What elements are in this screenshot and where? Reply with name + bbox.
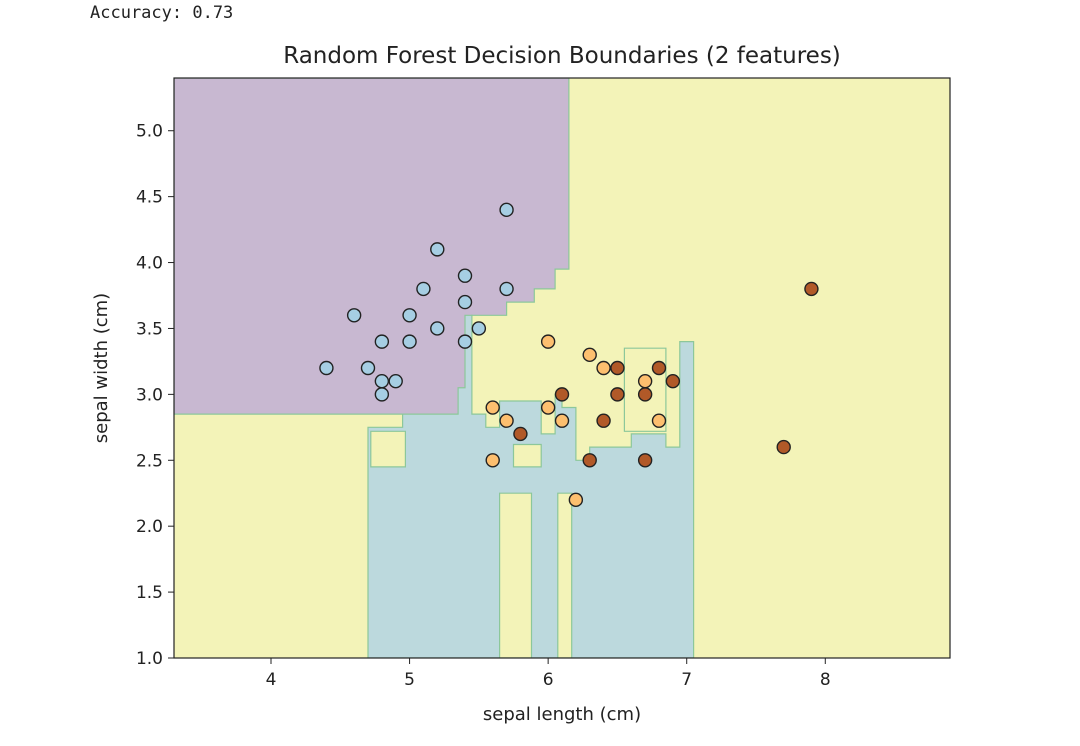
y-tick-label: 2.5	[136, 451, 163, 471]
data-point-class-2	[637, 387, 653, 402]
x-tick-label: 8	[820, 670, 831, 690]
data-point-class-0	[430, 242, 445, 257]
region-class-2-2	[499, 492, 533, 658]
data-point-class-0	[499, 202, 514, 218]
data-point-class-0	[402, 334, 417, 349]
x-tick-label: 4	[266, 670, 277, 690]
data-point-class-1	[637, 373, 653, 389]
plot-frame	[173, 77, 951, 659]
data-point-class-0	[457, 294, 473, 310]
data-point-class-1	[651, 413, 667, 428]
data-point-class-1	[540, 400, 556, 415]
data-point-class-2	[610, 387, 625, 402]
accuracy-output: Accuracy: 0.73	[90, 3, 234, 23]
data-point-class-2	[582, 453, 597, 468]
region-class-2-1	[370, 430, 406, 468]
y-tick-label: 3.5	[136, 319, 163, 339]
x-tick-label: 5	[404, 670, 415, 690]
data-point-class-2	[651, 360, 667, 376]
data-point-class-1	[485, 400, 500, 415]
data-point-class-0	[388, 373, 403, 389]
data-point-class-1	[596, 360, 611, 376]
data-point-class-0	[319, 360, 334, 376]
region-class-2-4	[512, 443, 542, 468]
y-tick-label: 3.0	[136, 385, 163, 405]
data-point-class-0	[499, 281, 514, 297]
x-tick-label: 6	[543, 670, 554, 690]
data-point-class-2	[513, 426, 528, 442]
data-point-class-2	[804, 281, 819, 297]
data-point-class-2	[665, 373, 681, 389]
data-point-class-1	[554, 413, 570, 428]
x-tick-label: 7	[681, 670, 692, 690]
chart-title: Random Forest Decision Boundaries (2 fea…	[283, 43, 841, 69]
y-axis-label: sepal width (cm)	[91, 293, 112, 443]
y-tick-label: 4.0	[136, 254, 163, 274]
data-point-class-2	[776, 439, 791, 455]
y-tick-label: 1.5	[136, 583, 163, 603]
data-point-class-0	[430, 321, 445, 336]
data-point-class-0	[416, 281, 431, 297]
data-point-class-1	[568, 492, 584, 508]
y-tick-label: 4.5	[136, 188, 163, 208]
data-point-class-1	[582, 347, 597, 363]
region-class-1-0	[367, 314, 695, 658]
x-axis-label: sepal length (cm)	[483, 704, 641, 725]
data-point-class-0	[346, 308, 362, 323]
data-point-class-0	[457, 268, 473, 283]
data-point-class-0	[374, 373, 390, 389]
data-point-class-0	[402, 308, 417, 323]
data-point-class-1	[485, 453, 500, 468]
y-tick-label: 2.0	[136, 517, 163, 537]
data-point-class-2	[610, 360, 625, 376]
data-point-class-1	[540, 334, 556, 349]
region-class-2-3	[557, 492, 573, 658]
data-point-class-0	[471, 321, 487, 336]
data-point-class-0	[360, 360, 376, 376]
y-tick-label: 1.0	[136, 649, 163, 669]
data-point-class-2	[637, 453, 653, 468]
data-point-class-0	[374, 334, 390, 349]
data-point-class-1	[499, 413, 514, 428]
data-point-class-2	[554, 387, 570, 402]
y-tick-label: 5.0	[136, 122, 163, 142]
data-point-class-0	[374, 387, 390, 402]
data-point-class-0	[457, 334, 473, 349]
data-point-class-2	[596, 413, 611, 428]
